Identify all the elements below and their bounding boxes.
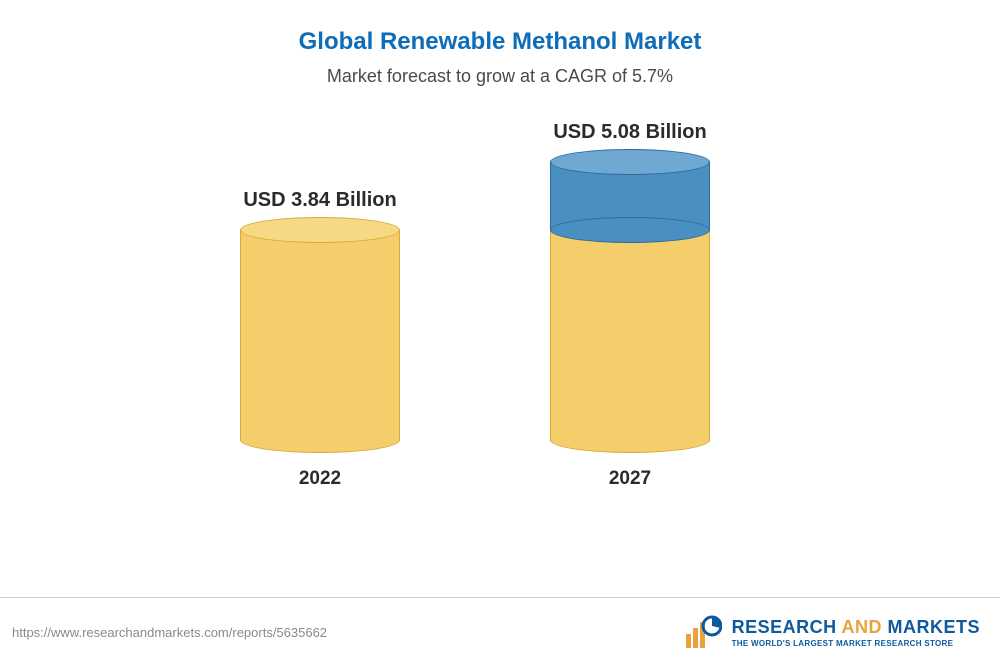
- cylinder-2027: [550, 162, 710, 440]
- footer: https://www.researchandmarkets.com/repor…: [0, 597, 1000, 667]
- logo-text: RESEARCH AND MARKETS THE WORLD'S LARGEST…: [732, 617, 980, 648]
- cylinder-2022: [240, 230, 400, 440]
- infographic-container: Global Renewable Methanol Market Market …: [0, 0, 1000, 667]
- value-label-2022: USD 3.84 Billion: [230, 189, 410, 212]
- cylinder-top: [550, 149, 710, 175]
- source-url: https://www.researchandmarkets.com/repor…: [12, 625, 327, 640]
- cylinder-body: [240, 230, 400, 440]
- logo-word-2: AND: [841, 617, 882, 637]
- logo-tagline: THE WORLD'S LARGEST MARKET RESEARCH STOR…: [732, 639, 980, 648]
- logo-wordmark: RESEARCH AND MARKETS: [732, 617, 980, 638]
- bar-2027: USD 5.08 Billion 2027: [540, 121, 720, 490]
- logo-word-1: RESEARCH: [732, 617, 837, 637]
- year-label-2027: 2027: [540, 468, 720, 490]
- chart-area: USD 3.84 Billion 2022 USD 5.08 Billion: [0, 120, 1000, 540]
- logo-icon: [684, 614, 722, 652]
- value-label-2027: USD 5.08 Billion: [540, 121, 720, 144]
- cylinder-blue-bottom: [550, 217, 710, 243]
- chart-subtitle: Market forecast to grow at a CAGR of 5.7…: [0, 66, 1000, 87]
- chart-title: Global Renewable Methanol Market: [0, 0, 1000, 56]
- brand-logo: RESEARCH AND MARKETS THE WORLD'S LARGEST…: [684, 614, 980, 652]
- year-label-2022: 2022: [230, 468, 410, 490]
- logo-word-3: MARKETS: [888, 617, 981, 637]
- cylinder-top: [240, 217, 400, 243]
- bar-2022: USD 3.84 Billion 2022: [230, 189, 410, 490]
- cylinder-body-lower: [550, 230, 710, 440]
